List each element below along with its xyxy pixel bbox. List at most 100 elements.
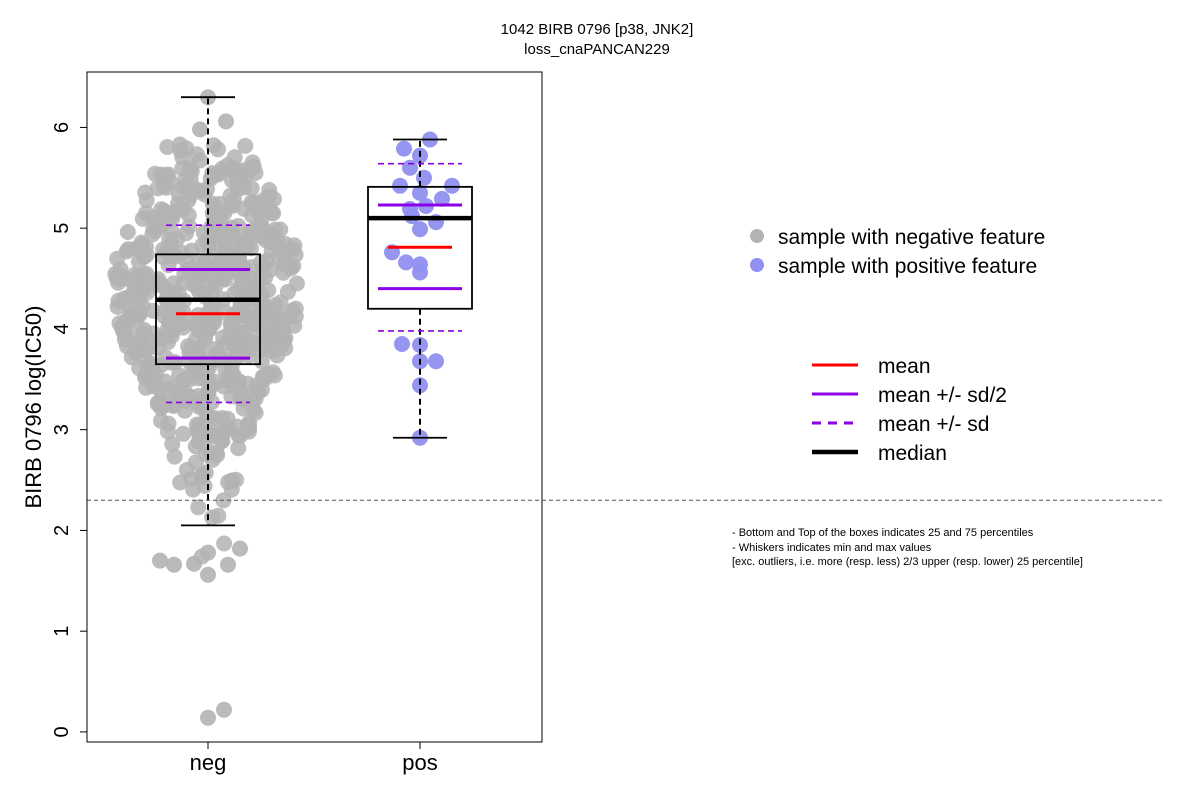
neg-point	[126, 271, 143, 288]
pos-point	[412, 337, 428, 353]
neg-point	[248, 377, 265, 394]
points-layer	[107, 89, 460, 726]
neg-point	[229, 173, 246, 190]
neg-point	[157, 302, 174, 319]
neg-point	[119, 224, 136, 240]
neg-point	[152, 552, 168, 569]
neg-point	[223, 358, 240, 375]
neg-point	[145, 325, 162, 342]
neg-point	[228, 380, 245, 397]
legend-line-label: mean +/- sd/2	[878, 384, 1007, 407]
x-axis: neg pos	[190, 741, 438, 775]
neg-point	[236, 277, 253, 294]
y-tick-label: 4	[51, 323, 73, 334]
y-tick-label: 6	[51, 122, 73, 133]
neg-point	[277, 236, 294, 252]
neg-point	[182, 371, 198, 388]
legend-point-label: sample with negative feature	[778, 226, 1045, 249]
neg-point	[147, 165, 164, 182]
neg-point	[175, 425, 192, 442]
neg-point	[192, 121, 208, 138]
neg-point	[200, 544, 216, 561]
neg-point	[205, 137, 222, 154]
neg-point	[204, 509, 221, 526]
box	[155, 253, 261, 366]
neg-point	[195, 263, 211, 280]
y-tick-label: 0	[51, 726, 73, 737]
neg-point	[178, 461, 195, 478]
neg-point	[127, 345, 144, 362]
neg-point	[158, 179, 175, 196]
neg-point	[236, 324, 252, 341]
neg-point	[160, 415, 177, 432]
pos-point	[412, 377, 428, 394]
neg-point	[180, 338, 197, 355]
neg-point	[219, 410, 236, 427]
neg-point	[200, 322, 217, 338]
neg-point	[178, 225, 194, 242]
neg-point	[287, 308, 304, 325]
neg-point	[116, 326, 133, 343]
legend-point-marker	[750, 258, 764, 272]
neg-point	[143, 276, 160, 293]
box-layer	[155, 96, 473, 527]
neg-point	[166, 448, 183, 465]
neg-point	[237, 137, 254, 154]
neg-point	[183, 163, 200, 180]
neg-point	[171, 136, 188, 153]
neg-point	[220, 556, 236, 573]
neg-point	[108, 269, 125, 286]
neg-point	[159, 139, 176, 155]
y-axis: 0 1 2 3 4 5 6	[51, 122, 88, 737]
neg-point	[230, 440, 247, 457]
neg-point	[194, 466, 211, 483]
neg-point	[186, 555, 202, 572]
neg-point	[245, 401, 262, 418]
pos-point	[428, 353, 444, 370]
legend-points: sample with negative feature sample with …	[750, 226, 1045, 278]
neg-point	[167, 384, 184, 401]
neg-point	[275, 264, 292, 281]
neg-point	[207, 270, 224, 287]
neg-point	[250, 220, 267, 237]
legend-line-label: mean	[878, 355, 931, 378]
y-tick-label: 3	[51, 424, 73, 435]
note-line-1: - Bottom and Top of the boxes indicates …	[732, 527, 1034, 539]
neg-point	[195, 343, 212, 360]
neg-point	[190, 395, 207, 412]
neg-point	[209, 447, 226, 463]
neg-point	[216, 535, 233, 552]
pos-point	[412, 221, 428, 238]
neg-point	[247, 165, 264, 181]
y-tick-label: 5	[51, 223, 73, 234]
neg-point	[203, 422, 220, 439]
legend-point-marker	[750, 229, 764, 243]
legend-line-label: mean +/- sd	[878, 413, 989, 436]
neg-point	[232, 540, 248, 557]
y-tick-label: 1	[51, 626, 73, 637]
neg-point	[241, 309, 258, 326]
neg-point	[215, 378, 232, 395]
neg-point	[216, 701, 232, 718]
pos-point	[416, 169, 432, 186]
x-tick-label: pos	[402, 750, 437, 775]
neg-point	[200, 237, 217, 254]
neg-point	[218, 113, 234, 130]
y-tick-label: 2	[51, 525, 73, 536]
y-axis-label: BIRB 0796 log(IC50)	[21, 306, 46, 509]
neg-point	[259, 252, 275, 269]
neg-point	[190, 499, 207, 516]
neg-point	[117, 313, 134, 330]
pos-point	[398, 254, 414, 271]
neg-point	[204, 165, 221, 182]
pos-point	[434, 190, 450, 207]
neg-point	[189, 279, 206, 296]
pos-point	[396, 140, 412, 157]
neg-point	[138, 205, 155, 221]
neg-point	[148, 367, 165, 384]
neg-point	[166, 556, 182, 573]
neg-point	[220, 474, 237, 491]
legend-lines: mean mean +/- sd/2 mean +/- sd median	[812, 355, 1007, 465]
